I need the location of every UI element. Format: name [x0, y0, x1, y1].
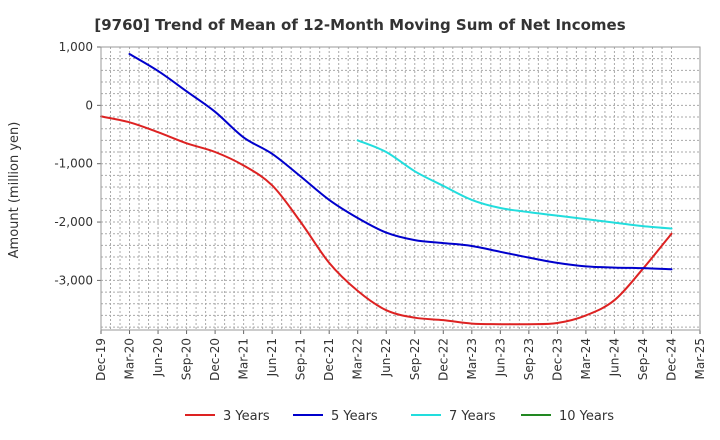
y-tick-label: 0 [85, 98, 93, 112]
series-lines [100, 53, 673, 326]
x-tick-label: Mar-21 [237, 338, 251, 379]
legend-label-7-years: 7 Years [449, 409, 496, 424]
legend-label-3-years: 3 Years [223, 409, 270, 424]
grid [101, 47, 700, 330]
x-tick-label: Jun-21 [265, 338, 279, 377]
y-tick-label: -1,000 [54, 157, 93, 171]
legend-label-5-years: 5 Years [331, 409, 378, 424]
x-tick-label: Jun-23 [493, 338, 507, 377]
plot-frame [100, 46, 701, 331]
y-tick-label: 1,000 [59, 40, 93, 54]
x-axis-ticks: Dec-19 Mar-20 Jun-20 Sep-20 Dec-20 Mar-21 Jun-… [94, 330, 707, 381]
x-tick-label: Sep-23 [522, 338, 536, 380]
y-tick-label: -2,000 [54, 215, 93, 229]
x-tick-label: Mar-24 [579, 338, 593, 379]
legend: 3 Years 5 Years 7 Years 10 Years [185, 409, 614, 424]
x-tick-label: Dec-20 [208, 338, 222, 381]
x-tick-label: Mar-23 [465, 338, 479, 379]
x-tick-label: Dec-19 [94, 338, 108, 381]
x-tick-label: Sep-20 [180, 338, 194, 380]
x-tick-label: Sep-21 [294, 338, 308, 380]
x-tick-label: Dec-21 [322, 338, 336, 381]
series-line-7-years [356, 139, 673, 230]
y-axis-label: Amount (million yen) [7, 122, 22, 259]
x-tick-label: Dec-23 [550, 338, 564, 381]
x-tick-label: Sep-22 [408, 338, 422, 380]
x-tick-label: Mar-25 [693, 338, 707, 379]
x-tick-label: Dec-24 [664, 338, 678, 381]
series-line-5-years [128, 53, 673, 271]
x-tick-label: Jun-22 [379, 338, 393, 377]
x-tick-label: Mar-20 [123, 338, 137, 379]
legend-label-10-years: 10 Years [559, 409, 614, 424]
x-tick-label: Jun-20 [151, 338, 165, 377]
x-tick-label: Sep-24 [636, 338, 650, 380]
chart-title: [9760] Trend of Mean of 12-Month Moving … [94, 16, 625, 34]
x-tick-label: Mar-22 [351, 338, 365, 379]
y-tick-label: -3,000 [54, 273, 93, 287]
y-axis-ticks: 1,000 0 -1,000 -2,000 -3,000 [54, 40, 101, 287]
x-tick-label: Dec-22 [436, 338, 450, 381]
series-line-3-years [100, 115, 673, 326]
x-tick-label: Jun-24 [607, 338, 621, 377]
